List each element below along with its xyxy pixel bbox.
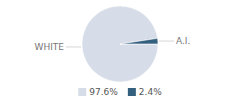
slice-labels: WHITE A.I. bbox=[34, 36, 190, 52]
leader-line bbox=[159, 41, 174, 42]
legend-swatch bbox=[128, 88, 136, 96]
pie-slice bbox=[120, 38, 158, 44]
slice-label: WHITE bbox=[34, 42, 64, 52]
legend-swatch bbox=[78, 88, 86, 96]
legend: 97.6% 2.4% bbox=[78, 87, 162, 97]
slice-label: A.I. bbox=[176, 36, 190, 46]
legend-label: 2.4% bbox=[139, 87, 162, 97]
legend-item: 2.4% bbox=[128, 87, 162, 97]
chart: WHITE A.I. 97.6% 2.4% bbox=[0, 0, 240, 100]
leader-line bbox=[66, 46, 81, 47]
pie-slice bbox=[82, 6, 158, 82]
legend-label: 97.6% bbox=[89, 87, 118, 97]
pie bbox=[82, 6, 158, 82]
legend-item: 97.6% bbox=[78, 87, 118, 97]
